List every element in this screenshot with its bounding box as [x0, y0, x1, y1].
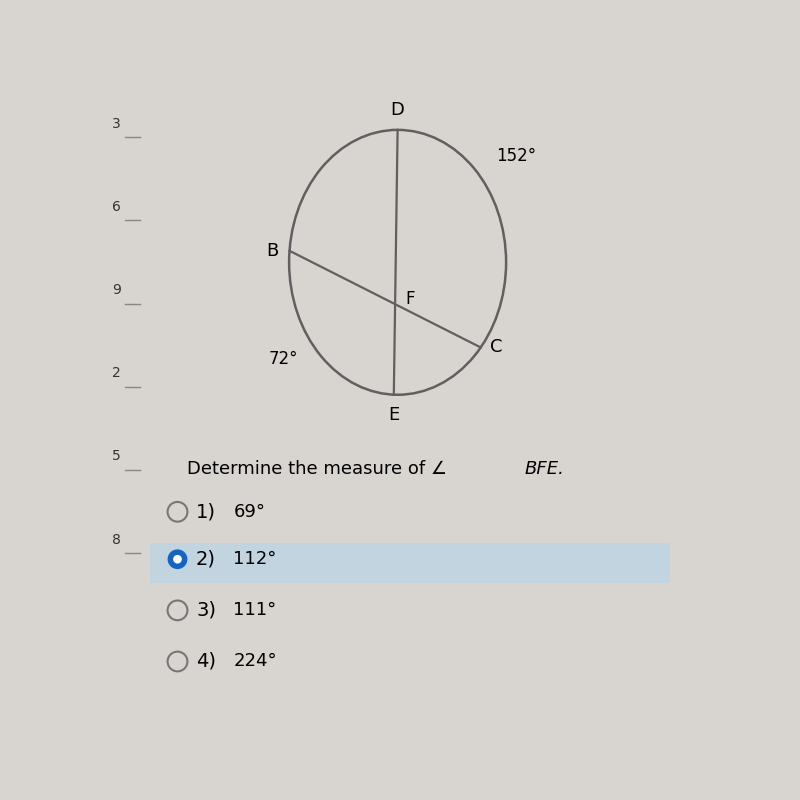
- Text: B: B: [266, 242, 278, 260]
- Circle shape: [173, 555, 182, 563]
- Text: 3: 3: [112, 117, 121, 130]
- Text: E: E: [388, 406, 399, 424]
- Text: 2): 2): [196, 550, 216, 569]
- Circle shape: [167, 550, 187, 569]
- Text: 224°: 224°: [234, 653, 277, 670]
- Text: D: D: [390, 101, 405, 118]
- Text: 152°: 152°: [496, 146, 536, 165]
- Text: 112°: 112°: [234, 550, 277, 568]
- Text: Determine the measure of ∠: Determine the measure of ∠: [187, 460, 446, 478]
- Text: 8: 8: [112, 533, 122, 546]
- Text: C: C: [490, 338, 502, 357]
- Text: 1): 1): [196, 502, 216, 522]
- Text: BFE.: BFE.: [525, 460, 565, 478]
- Text: F: F: [405, 290, 414, 308]
- Text: 4): 4): [196, 652, 216, 671]
- Text: 111°: 111°: [234, 602, 277, 619]
- Text: 9: 9: [112, 283, 122, 297]
- Text: 5: 5: [112, 450, 121, 463]
- Text: 6: 6: [112, 200, 122, 214]
- Text: 69°: 69°: [234, 503, 266, 521]
- Text: 2: 2: [112, 366, 121, 380]
- FancyBboxPatch shape: [150, 542, 670, 582]
- Text: 3): 3): [196, 601, 216, 620]
- Text: 72°: 72°: [269, 350, 298, 368]
